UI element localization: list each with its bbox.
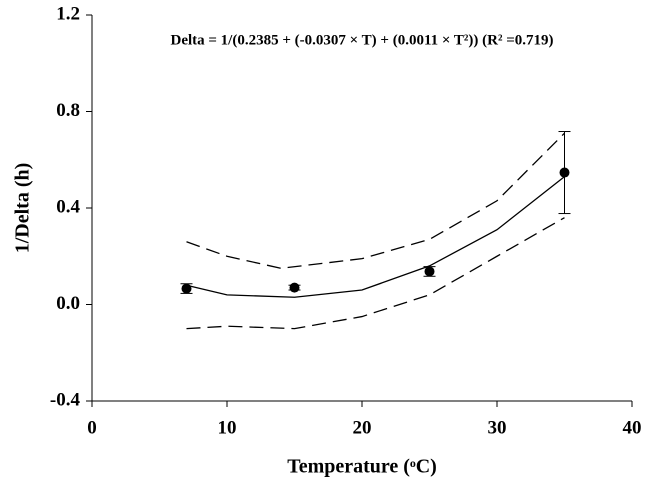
y-tick-label: 0.8 — [56, 100, 80, 121]
confidence-band — [186, 132, 565, 269]
x-tick-label: 30 — [488, 417, 507, 438]
data-point — [181, 283, 192, 294]
data-point — [424, 266, 435, 277]
fit-curve — [186, 176, 565, 298]
x-tick-label: 0 — [87, 417, 97, 438]
data-point — [559, 167, 570, 178]
x-tick-label: 20 — [353, 417, 372, 438]
y-tick-label: 1.2 — [56, 3, 80, 24]
equation: Delta = 1/(0.2385 + (-0.0307 × T) + (0.0… — [170, 32, 553, 48]
x-axis-label: Temperature (ᵒC) — [287, 456, 437, 478]
x-tick-label: 40 — [623, 417, 642, 438]
x-tick-label: 10 — [218, 417, 237, 438]
y-tick-label: 0.0 — [56, 293, 80, 314]
y-tick-label: 0.4 — [56, 196, 80, 217]
y-axis-label: 1/Delta (h) — [12, 163, 34, 254]
confidence-band — [186, 217, 565, 330]
y-tick-label: -0.4 — [50, 389, 81, 410]
data-point — [289, 282, 300, 293]
